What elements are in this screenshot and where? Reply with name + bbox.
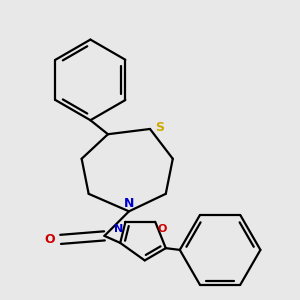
Text: N: N bbox=[115, 224, 124, 234]
Text: N: N bbox=[124, 196, 134, 210]
Text: S: S bbox=[155, 121, 164, 134]
Text: O: O bbox=[157, 224, 166, 234]
Text: O: O bbox=[45, 233, 56, 246]
